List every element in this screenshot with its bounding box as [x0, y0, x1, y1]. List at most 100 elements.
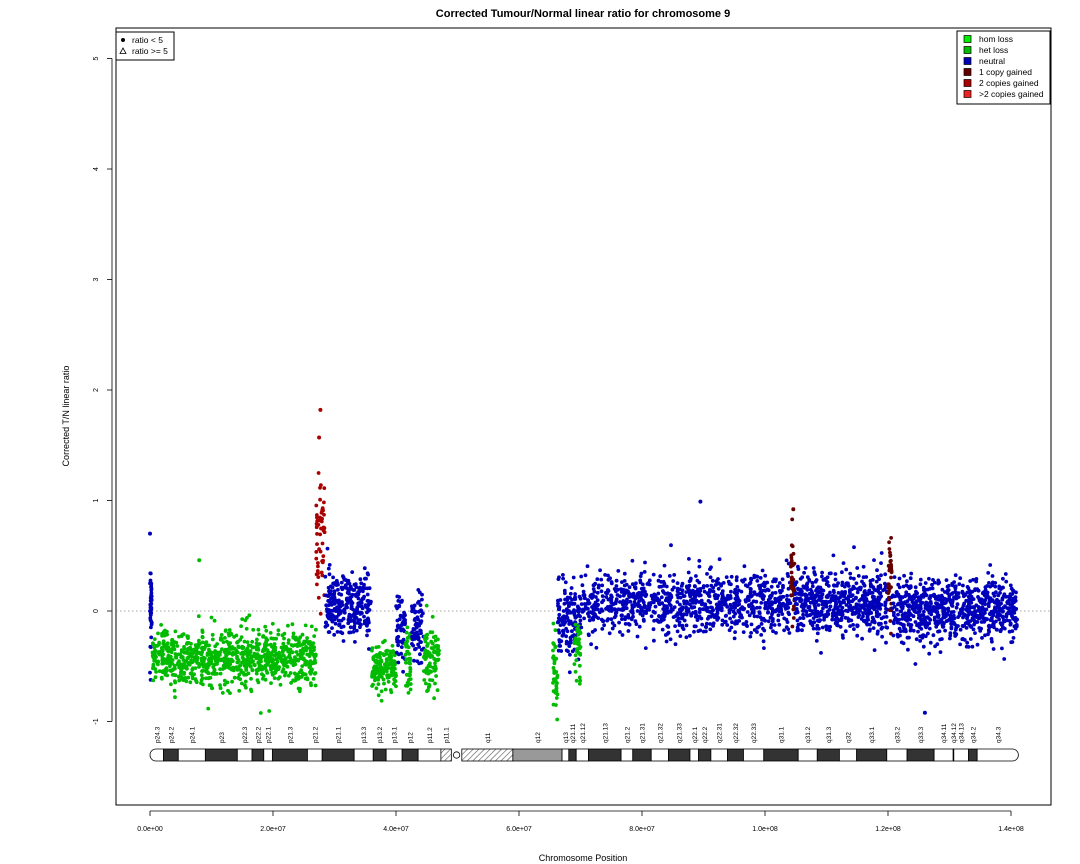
data-point	[255, 652, 260, 657]
data-point	[274, 636, 278, 641]
data-point	[203, 656, 207, 661]
data-point	[923, 581, 928, 585]
data-point	[928, 604, 932, 609]
data-point	[828, 604, 833, 609]
data-point	[731, 614, 736, 619]
data-point	[323, 574, 328, 579]
data-point	[300, 632, 305, 637]
data-point	[732, 636, 737, 641]
data-point	[820, 574, 824, 579]
data-point	[986, 604, 991, 609]
data-point	[200, 669, 204, 673]
data-point	[591, 593, 596, 598]
data-point	[855, 623, 860, 628]
data-point	[551, 681, 555, 685]
data-point	[337, 605, 342, 609]
data-point	[916, 616, 921, 620]
data-point	[842, 584, 847, 589]
data-point	[780, 577, 785, 582]
data-point	[977, 609, 981, 613]
data-point	[554, 703, 558, 707]
data-point	[424, 603, 429, 608]
data-point	[737, 602, 741, 607]
data-point	[892, 621, 896, 626]
data-point	[394, 673, 398, 678]
data-point	[374, 686, 379, 691]
data-point	[173, 666, 177, 671]
data-point	[820, 570, 824, 575]
data-point	[701, 601, 705, 606]
data-point	[291, 678, 295, 683]
data-point	[729, 625, 734, 630]
ideogram-band	[372, 748, 387, 762]
data-point	[410, 604, 414, 609]
data-point	[553, 644, 558, 649]
data-point	[571, 575, 576, 580]
data-point	[316, 564, 320, 569]
data-point	[321, 558, 325, 563]
data-point	[819, 613, 824, 617]
data-point	[340, 631, 345, 636]
data-point	[563, 591, 567, 596]
data-point	[212, 668, 217, 672]
data-point	[689, 613, 694, 618]
data-point	[178, 652, 183, 657]
data-point	[986, 571, 991, 575]
data-point	[410, 642, 414, 646]
data-point	[789, 576, 794, 581]
data-point	[164, 669, 169, 673]
ideogram-band-label: q34.11	[941, 723, 948, 743]
ideogram-band	[856, 748, 888, 762]
data-point	[256, 627, 261, 632]
data-point	[1014, 607, 1019, 611]
data-point	[868, 627, 872, 632]
data-point	[965, 620, 970, 625]
data-point	[806, 605, 811, 610]
data-point	[907, 635, 911, 640]
data-point	[810, 580, 815, 585]
data-point	[250, 668, 255, 672]
data-point	[573, 653, 578, 658]
data-point	[802, 570, 806, 575]
data-point	[405, 639, 410, 644]
data-point	[649, 614, 654, 619]
data-point	[290, 660, 294, 664]
data-point	[587, 618, 592, 623]
data-point	[960, 637, 965, 642]
data-point	[913, 662, 918, 666]
data-point	[276, 628, 281, 633]
data-point	[350, 592, 355, 597]
data-point	[281, 660, 286, 665]
data-point	[623, 591, 627, 596]
data-point	[751, 609, 756, 613]
data-point	[692, 629, 696, 634]
data-point	[169, 668, 174, 673]
data-point	[868, 622, 872, 627]
ideogram-band-label: q21.2	[624, 726, 631, 743]
data-point	[190, 667, 195, 672]
data-point	[276, 632, 281, 637]
data-point	[586, 610, 591, 615]
data-point	[951, 610, 956, 614]
data-point	[174, 655, 179, 660]
data-point	[716, 586, 721, 591]
data-point	[735, 594, 740, 599]
data-point	[713, 583, 718, 587]
data-point	[997, 586, 1002, 591]
data-point	[604, 606, 609, 611]
data-point	[717, 605, 721, 610]
y-tick-label: 5	[93, 56, 100, 60]
data-point	[760, 568, 765, 573]
data-point	[684, 590, 689, 594]
data-point	[151, 642, 155, 646]
data-point	[251, 627, 256, 632]
data-point	[157, 640, 162, 645]
data-point	[567, 604, 571, 609]
ideogram-band	[906, 748, 935, 762]
data-point	[556, 601, 560, 606]
data-point	[149, 597, 154, 602]
ideogram-band	[668, 748, 691, 762]
data-point	[677, 623, 682, 627]
data-point	[626, 615, 631, 620]
data-point	[243, 618, 248, 623]
